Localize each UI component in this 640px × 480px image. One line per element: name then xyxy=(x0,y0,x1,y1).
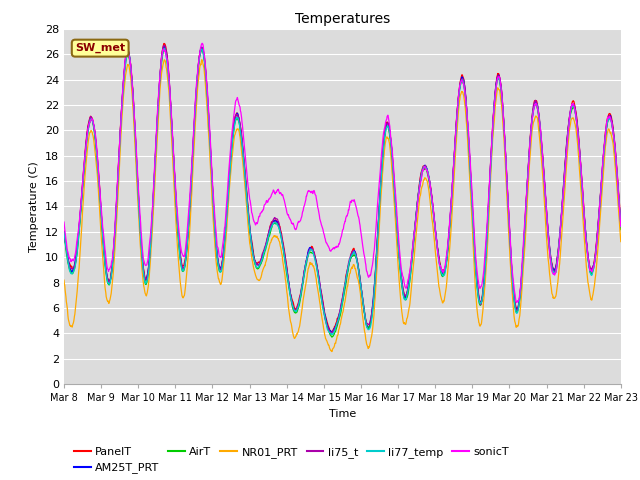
sonicT xyxy=(617,224,625,229)
NR01_PRT xyxy=(246,245,254,251)
NR01_PRT xyxy=(552,294,559,300)
Text: SW_met: SW_met xyxy=(75,43,125,53)
AM25T_PRT xyxy=(552,265,559,271)
sonicT xyxy=(184,219,191,225)
X-axis label: Time: Time xyxy=(329,408,356,419)
AM25T_PRT xyxy=(429,209,437,215)
Line: AirT: AirT xyxy=(64,49,621,337)
AM25T_PRT xyxy=(246,231,254,237)
li77_temp xyxy=(502,168,510,174)
Legend: PanelT, AM25T_PRT, AirT, NR01_PRT, li75_t, li77_temp, sonicT: PanelT, AM25T_PRT, AirT, NR01_PRT, li75_… xyxy=(70,443,513,478)
AM25T_PRT xyxy=(161,43,168,49)
sonicT xyxy=(246,200,254,206)
AirT xyxy=(328,334,336,340)
li75_t xyxy=(552,267,559,273)
Line: li75_t: li75_t xyxy=(64,45,621,333)
Line: li77_temp: li77_temp xyxy=(64,48,621,335)
Y-axis label: Temperature (C): Temperature (C) xyxy=(29,161,39,252)
sonicT xyxy=(513,300,520,305)
li77_temp xyxy=(161,46,168,51)
sonicT xyxy=(502,157,509,163)
PanelT xyxy=(171,175,179,180)
li75_t xyxy=(502,165,510,170)
AirT xyxy=(617,227,625,232)
NR01_PRT xyxy=(184,257,191,263)
Title: Temperatures: Temperatures xyxy=(295,12,390,26)
Line: PanelT: PanelT xyxy=(64,44,621,333)
NR01_PRT xyxy=(60,277,68,283)
PanelT xyxy=(184,228,192,233)
AirT xyxy=(60,230,68,236)
AirT xyxy=(161,46,169,52)
li77_temp xyxy=(328,332,335,337)
NR01_PRT xyxy=(198,57,205,62)
li75_t xyxy=(246,231,254,237)
li77_temp xyxy=(171,176,179,181)
AirT xyxy=(171,176,179,182)
li77_temp xyxy=(552,269,559,275)
sonicT xyxy=(60,219,68,225)
AirT xyxy=(502,167,510,172)
AM25T_PRT xyxy=(60,229,68,235)
li75_t xyxy=(161,42,168,48)
li75_t xyxy=(326,330,334,336)
PanelT xyxy=(60,228,68,234)
li75_t xyxy=(617,222,625,228)
PanelT xyxy=(617,219,625,225)
AirT xyxy=(552,270,559,276)
sonicT xyxy=(198,40,206,46)
AM25T_PRT xyxy=(502,167,510,172)
li77_temp xyxy=(60,229,68,235)
Line: sonicT: sonicT xyxy=(64,43,621,302)
PanelT xyxy=(328,330,335,336)
AM25T_PRT xyxy=(617,223,625,229)
PanelT xyxy=(246,232,254,238)
NR01_PRT xyxy=(328,348,335,354)
li77_temp xyxy=(246,233,254,239)
sonicT xyxy=(170,165,178,170)
NR01_PRT xyxy=(502,181,510,187)
PanelT xyxy=(552,265,559,271)
PanelT xyxy=(161,41,168,47)
sonicT xyxy=(429,205,437,211)
Line: NR01_PRT: NR01_PRT xyxy=(64,60,621,351)
AM25T_PRT xyxy=(171,175,179,181)
PanelT xyxy=(502,165,510,170)
sonicT xyxy=(552,270,559,276)
li77_temp xyxy=(184,228,192,234)
li75_t xyxy=(171,172,179,178)
NR01_PRT xyxy=(429,229,437,235)
NR01_PRT xyxy=(617,239,625,244)
li77_temp xyxy=(617,224,625,229)
li77_temp xyxy=(429,212,437,217)
PanelT xyxy=(429,209,437,215)
AM25T_PRT xyxy=(328,329,335,335)
li75_t xyxy=(60,230,68,236)
AirT xyxy=(429,212,437,218)
AirT xyxy=(184,229,192,235)
AM25T_PRT xyxy=(184,228,192,233)
li75_t xyxy=(184,227,192,233)
NR01_PRT xyxy=(170,187,178,192)
AirT xyxy=(246,234,254,240)
Line: AM25T_PRT: AM25T_PRT xyxy=(64,46,621,332)
li75_t xyxy=(429,210,437,216)
